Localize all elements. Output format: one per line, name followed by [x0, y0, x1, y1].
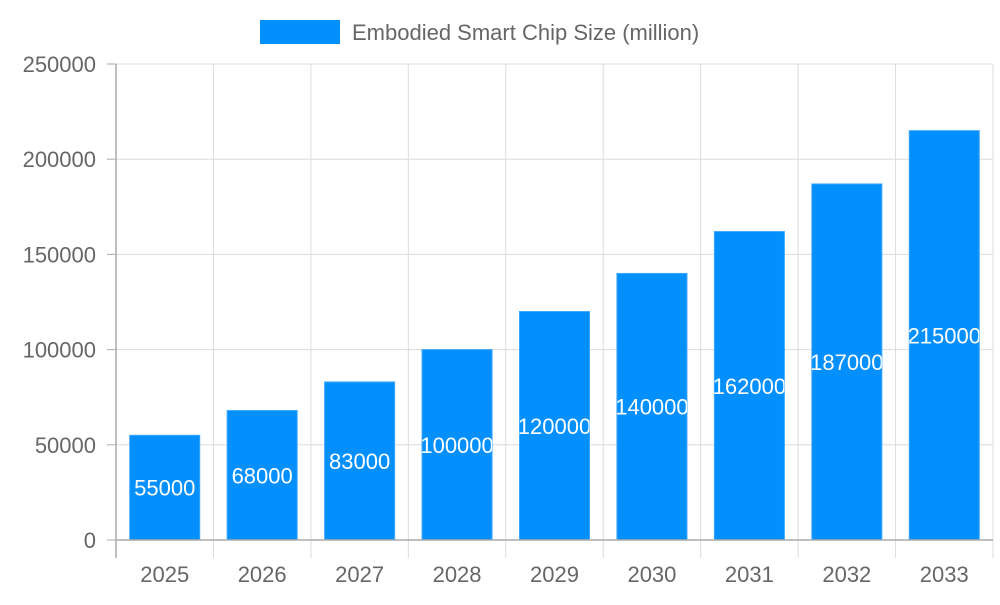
- bar-2025[interactable]: [129, 434, 201, 541]
- bar-2028[interactable]: [421, 349, 493, 541]
- data-label-2028: 100000: [420, 433, 493, 458]
- bar-2027[interactable]: [324, 381, 396, 541]
- x-tick-label: 2027: [335, 562, 384, 587]
- x-tick-label: 2029: [530, 562, 579, 587]
- bar-2031[interactable]: [713, 231, 785, 541]
- x-tick-label: 2031: [725, 562, 774, 587]
- bar-2033[interactable]: [908, 130, 980, 541]
- x-tick-label: 2030: [627, 562, 676, 587]
- x-tick-label: 2026: [238, 562, 287, 587]
- data-label-2031: 162000: [713, 374, 786, 399]
- grid: [116, 63, 994, 558]
- y-tick-label: 50000: [35, 433, 96, 458]
- data-label-2033: 215000: [908, 323, 981, 348]
- data-label-2030: 140000: [615, 395, 688, 420]
- bars: 55000 68000 83000 100000 120000 140000 162000 1…: [129, 130, 981, 541]
- bar-2032[interactable]: [811, 183, 883, 541]
- y-tick-label: 200000: [23, 147, 96, 172]
- data-label-2029: 120000: [518, 414, 591, 439]
- data-label-2025: 55000: [134, 476, 195, 501]
- data-label-2026: 68000: [232, 463, 293, 488]
- x-tick-label: 2032: [822, 562, 871, 587]
- x-tick-label: 2028: [433, 562, 482, 587]
- axes: 0 50000 100000 150000 200000 250000 2025 2026 20…: [23, 52, 993, 587]
- legend[interactable]: Embodied Smart Chip Size (million): [260, 20, 699, 45]
- x-tick-label: 2033: [920, 562, 969, 587]
- data-label-2032: 187000: [810, 350, 883, 375]
- legend-label: Embodied Smart Chip Size (million): [352, 20, 699, 45]
- data-label-2027: 83000: [329, 449, 390, 474]
- y-tick-label: 0: [84, 528, 96, 553]
- y-tick-label: 150000: [23, 242, 96, 267]
- bar-2029[interactable]: [519, 311, 590, 541]
- bar-2030[interactable]: [616, 272, 688, 541]
- x-tick-label: 2025: [140, 562, 189, 587]
- legend-swatch: [260, 20, 340, 44]
- bar-2026[interactable]: [226, 410, 298, 541]
- y-tick-label: 100000: [23, 338, 96, 363]
- y-tick-label: 250000: [23, 52, 96, 77]
